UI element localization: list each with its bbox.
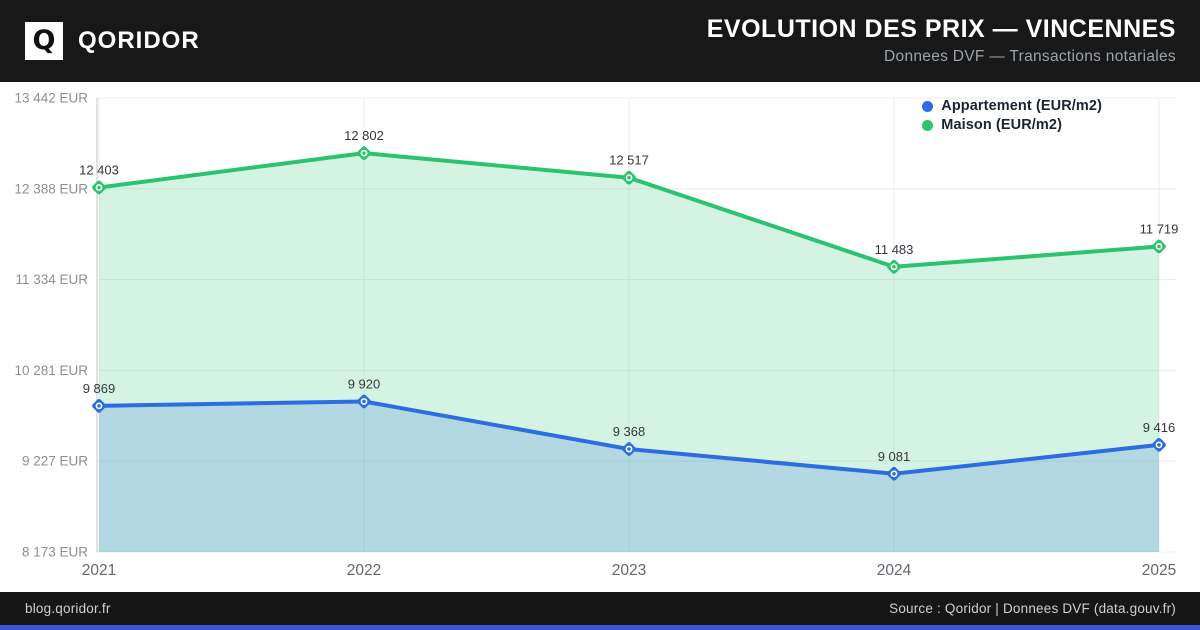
brand: Q QORIDOR [25, 22, 200, 60]
page-subtitle: Donnees DVF — Transactions notariales [884, 48, 1176, 66]
y-tick-label: 10 281 EUR [14, 363, 88, 378]
maison-marker-core [892, 264, 896, 269]
y-tick-label: 11 334 EUR [15, 272, 88, 287]
x-tick-label: 2023 [612, 562, 646, 579]
appartement-marker-core [362, 399, 366, 404]
footer-site: blog.qoridor.fr [25, 601, 111, 616]
maison-legend-dot [922, 119, 934, 131]
maison-marker-core [97, 185, 101, 190]
chart-area: 13 442 EUR 12 388 EUR 11 334 EUR 10 281 EUR… [0, 82, 1200, 592]
x-tick-label: 2024 [877, 562, 912, 579]
header: Q QORIDOR EVOLUTION DES PRIX — VINCENNES… [0, 0, 1200, 82]
maison-marker-core [1157, 244, 1161, 249]
appartement-legend-label: Appartement (EUR/m2) [941, 98, 1102, 114]
appartement-data-label: 9 869 [83, 381, 116, 396]
header-right: EVOLUTION DES PRIX — VINCENNES Donnees D… [706, 14, 1176, 67]
maison-data-label: 12 517 [609, 153, 649, 168]
appartement-data-label: 9 416 [1143, 420, 1176, 435]
x-tick-label: 2025 [1142, 562, 1176, 579]
qoridor-logo: Q [25, 22, 63, 60]
price-evolution-chart: 13 442 EUR 12 388 EUR 11 334 EUR 10 281 EUR… [14, 91, 1179, 580]
maison-data-label: 12 802 [344, 128, 384, 143]
maison-marker-core [362, 151, 366, 155]
y-tick-label: 8 173 EUR [22, 545, 88, 560]
maison-data-label: 11 483 [875, 242, 914, 257]
page-title: EVOLUTION DES PRIX — VINCENNES [706, 14, 1176, 43]
x-tick-label: 2021 [82, 562, 116, 579]
appartement-marker-core [627, 447, 631, 451]
appartement-marker-core [892, 471, 896, 476]
appartement-legend-dot [922, 100, 934, 112]
maison-data-label: 11 719 [1140, 221, 1179, 236]
maison-legend-label: Maison (EUR/m2) [941, 117, 1063, 133]
appartement-data-label: 9 081 [878, 449, 911, 464]
appartement-area [99, 401, 1159, 552]
accent-strip [0, 625, 1200, 630]
brand-name: QORIDOR [78, 27, 200, 54]
appartement-marker-core [1157, 443, 1161, 447]
y-tick-label: 12 388 EUR [14, 181, 88, 196]
legend-item-maison[interactable]: Maison (EUR/m2) [922, 117, 1102, 133]
x-tick-label: 2022 [347, 562, 381, 579]
legend-item-appartement[interactable]: Appartement (EUR/m2) [922, 98, 1102, 114]
maison-area [99, 153, 1159, 552]
chart-legend: Appartement (EUR/m2) Maison (EUR/m2) [922, 98, 1102, 133]
y-tick-label: 13 442 EUR [14, 91, 88, 106]
footer: blog.qoridor.fr Source : Qoridor | Donne… [0, 592, 1200, 625]
footer-source: Source : Qoridor | Donnees DVF (data.gou… [889, 601, 1176, 616]
logo-letter: Q [32, 24, 56, 56]
appartement-marker-core [97, 404, 101, 408]
maison-marker-core [627, 175, 631, 180]
maison-data-label: 12 403 [79, 163, 119, 178]
appartement-data-label: 9 368 [613, 424, 646, 439]
y-tick-label: 9 227 EUR [22, 454, 88, 469]
appartement-data-label: 9 920 [348, 376, 381, 391]
